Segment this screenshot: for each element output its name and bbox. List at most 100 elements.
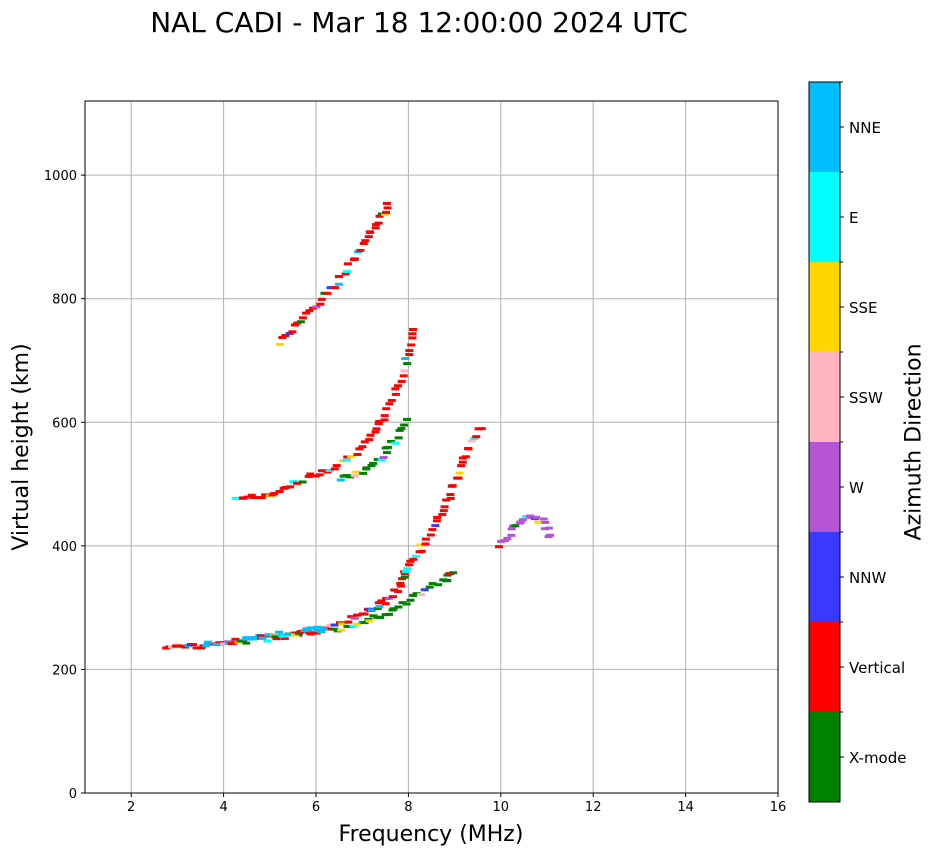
data-point [239, 496, 248, 500]
data-point [227, 642, 236, 646]
colorbar-tick-label: NNW [849, 569, 886, 587]
data-point [402, 417, 411, 421]
data-point [497, 539, 506, 543]
data-point [438, 513, 447, 517]
data-point [349, 624, 358, 628]
data-point [374, 422, 383, 426]
data-point [173, 644, 182, 648]
data-point [305, 309, 314, 313]
data-point [325, 468, 334, 472]
data-point [406, 559, 415, 563]
data-point [409, 593, 418, 597]
data-point [343, 262, 352, 266]
data-point [352, 470, 361, 474]
data-point [293, 481, 302, 485]
data-point [400, 575, 409, 579]
data-point [234, 640, 243, 644]
data-point [366, 433, 375, 437]
y-axis-label: Virtual height (km) [9, 343, 34, 550]
y-tick-label: 800 [52, 293, 77, 308]
data-point [261, 493, 270, 497]
data-point [457, 464, 466, 468]
data-point [298, 316, 307, 320]
data-point [359, 471, 368, 475]
data-point [455, 471, 464, 475]
colorbar-segment-ssw [809, 352, 840, 442]
data-point [342, 458, 351, 462]
data-point [356, 248, 365, 252]
data-point [379, 455, 388, 459]
colorbar-segment-sse [809, 262, 840, 352]
data-point [446, 496, 455, 500]
data-point [330, 623, 339, 627]
data-point [442, 498, 451, 502]
data-point [337, 628, 346, 632]
data-point [281, 333, 290, 337]
data-point [291, 633, 300, 637]
data-point [212, 642, 221, 646]
data-point [411, 554, 420, 558]
data-point [275, 342, 284, 346]
data-point [367, 463, 376, 467]
data-point [381, 602, 390, 606]
data-point [231, 496, 240, 500]
data-point [248, 636, 257, 640]
data-point [400, 369, 409, 373]
data-point [271, 635, 280, 639]
chart-title: NAL CADI - Mar 18 12:00:00 2024 UTC [150, 6, 688, 39]
data-point [202, 643, 211, 647]
y-axis-ticks: 0 200 400 600 800 1000 [44, 169, 85, 802]
colorbar-tick-label: X-mode [849, 749, 906, 767]
colorbar-segment-w [809, 442, 840, 532]
data-point [394, 589, 403, 593]
data-point [373, 607, 382, 611]
data-point [236, 639, 245, 643]
data-point [439, 509, 448, 513]
data-point [368, 608, 377, 612]
data-point [294, 631, 303, 635]
y-tick-label: 400 [52, 540, 77, 555]
data-point [371, 430, 380, 434]
data-point [544, 526, 553, 530]
data-point [388, 595, 397, 599]
data-point [401, 357, 410, 361]
data-point [323, 291, 332, 295]
data-point [501, 539, 510, 543]
data-point [443, 578, 452, 582]
y-tick-label: 600 [52, 416, 77, 431]
data-point [383, 206, 392, 210]
data-point [181, 645, 190, 649]
data-point [467, 439, 476, 443]
data-point [534, 520, 543, 524]
y-tick-label: 0 [69, 787, 77, 802]
data-point [380, 414, 389, 418]
data-point [405, 349, 414, 353]
data-point [353, 452, 362, 456]
data-point [470, 436, 479, 440]
data-point [389, 607, 398, 611]
data-point [385, 402, 394, 406]
data-point [408, 332, 417, 336]
data-point [336, 478, 345, 482]
data-point [312, 628, 321, 632]
data-point [449, 571, 458, 575]
data-point [288, 330, 297, 334]
data-point [369, 461, 378, 465]
data-point [396, 581, 405, 585]
x-tick-label: 8 [404, 800, 412, 815]
data-point [313, 625, 322, 629]
x-tick-label: 16 [770, 800, 787, 815]
data-point [317, 630, 326, 634]
data-point [341, 272, 350, 276]
data-point [409, 327, 418, 331]
data-point [405, 563, 414, 567]
data-point [382, 210, 391, 214]
data-point [302, 311, 311, 315]
data-point [454, 476, 463, 480]
data-point [396, 584, 405, 588]
data-point [403, 567, 412, 571]
data-point [350, 257, 359, 261]
data-point [375, 605, 384, 609]
data-point [384, 445, 393, 449]
data-point [391, 441, 400, 445]
